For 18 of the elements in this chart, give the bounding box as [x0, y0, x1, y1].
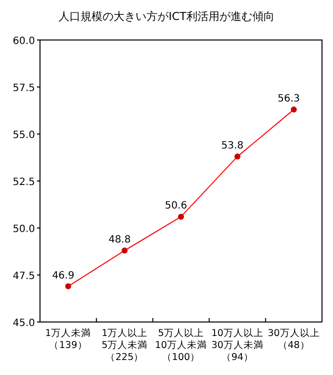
- x-tick-label: 1万人未満（139）: [45, 327, 92, 351]
- y-tick-label: 55.0: [12, 130, 35, 141]
- data-label: 53.8: [221, 140, 244, 152]
- x-tick-label: 30万人以上（48）: [268, 327, 320, 351]
- chart-title: 人口規模の大きい方がICT利活用が進む傾向: [58, 10, 274, 23]
- y-tick-label: 60.0: [12, 36, 35, 47]
- x-tick-label: 1万人以上5万人未満（225）: [102, 327, 148, 363]
- data-label: 50.6: [164, 200, 188, 212]
- x-tick-label: 10万人以上30万人未満（94）: [211, 327, 264, 363]
- y-tick-label: 45.0: [12, 318, 35, 329]
- data-label: 56.3: [278, 94, 300, 105]
- data-label: 48.8: [108, 234, 131, 246]
- y-tick-label: 52.5: [12, 177, 35, 188]
- y-tick-label: 47.5: [12, 271, 35, 282]
- y-tick-label: 57.5: [12, 83, 35, 94]
- data-label: 46.9: [52, 270, 74, 282]
- x-tick-label: 5万人以上10万人未満（100）: [154, 327, 208, 363]
- y-tick-label: 50.0: [12, 224, 35, 235]
